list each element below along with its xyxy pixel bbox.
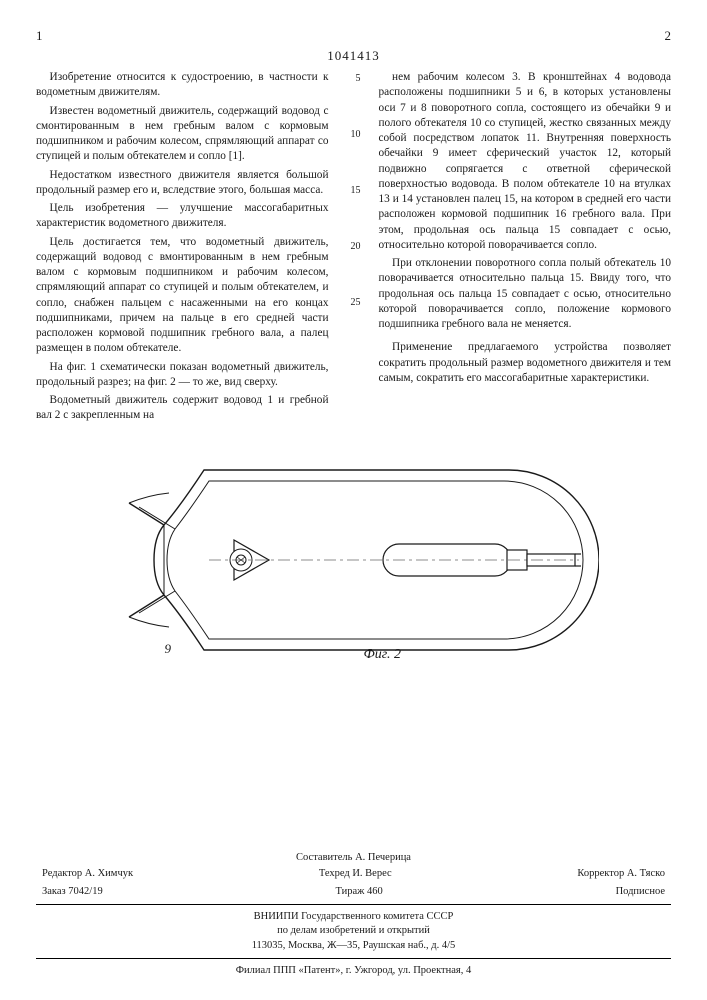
page: 1 2 1041413 Изобретение относится к судо… bbox=[0, 0, 707, 1000]
podpisnoe: Подписное bbox=[616, 885, 665, 899]
para: Цель изобретения — улучшение массогабари… bbox=[36, 201, 329, 232]
order: Заказ 7042/19 bbox=[42, 885, 103, 899]
line-num: 20 bbox=[347, 240, 361, 296]
para: При отклонении поворотного сопла полый о… bbox=[379, 256, 672, 332]
diagram-svg bbox=[109, 445, 599, 675]
line-number-gutter: 5 10 15 20 25 bbox=[347, 70, 361, 427]
editor: Редактор А. Химчук bbox=[42, 867, 133, 881]
corrector: Корректор А. Тяско bbox=[577, 867, 665, 881]
techred: Техред И. Верес bbox=[319, 867, 392, 881]
ref-label-9: 9 bbox=[165, 641, 172, 657]
para: Недостатком известного движителя являетс… bbox=[36, 168, 329, 199]
line-num: 10 bbox=[347, 128, 361, 184]
compiler: Составитель А. Печерица bbox=[296, 851, 411, 865]
imprint-block: Составитель А. Печерица Редактор А. Химч… bbox=[36, 851, 671, 978]
para: Водометный движитель содержит водовод 1 … bbox=[36, 393, 329, 424]
org-line-1: ВНИИПИ Государственного комитета СССР bbox=[36, 910, 671, 924]
para: Известен водометный движитель, содержащи… bbox=[36, 104, 329, 165]
line-num: 25 bbox=[347, 296, 361, 352]
page-num-right: 2 bbox=[665, 28, 672, 44]
right-column: нем рабочим колесом 3. В кронштейнах 4 в… bbox=[379, 70, 672, 427]
line-num: 5 bbox=[347, 72, 361, 128]
divider bbox=[36, 958, 671, 959]
divider bbox=[36, 904, 671, 905]
figure-2: 9 Фиг. 2 bbox=[36, 445, 671, 675]
org-line-2: по делам изобретений и открытий bbox=[36, 924, 671, 938]
document-number: 1041413 bbox=[36, 48, 671, 64]
two-column-text: Изобретение относится к судостроению, в … bbox=[36, 70, 671, 427]
para: На фиг. 1 схематически показан водометны… bbox=[36, 360, 329, 391]
addr-2: Филиал ППП «Патент», г. Ужгород, ул. Про… bbox=[36, 964, 671, 978]
para: Применение предлагаемого устройства позв… bbox=[379, 340, 672, 386]
para: Цель достигается тем, что водометный дви… bbox=[36, 235, 329, 357]
line-num: 15 bbox=[347, 184, 361, 240]
page-num-left: 1 bbox=[36, 28, 43, 44]
left-column: Изобретение относится к судостроению, в … bbox=[36, 70, 329, 427]
tirazh: Тираж 460 bbox=[335, 885, 382, 899]
figure-label: Фиг. 2 bbox=[364, 647, 402, 663]
para: Изобретение относится к судостроению, в … bbox=[36, 70, 329, 101]
page-numbers: 1 2 bbox=[36, 28, 671, 44]
addr-1: 113035, Москва, Ж—35, Раушская наб., д. … bbox=[36, 939, 671, 953]
para: нем рабочим колесом 3. В кронштейнах 4 в… bbox=[379, 70, 672, 253]
